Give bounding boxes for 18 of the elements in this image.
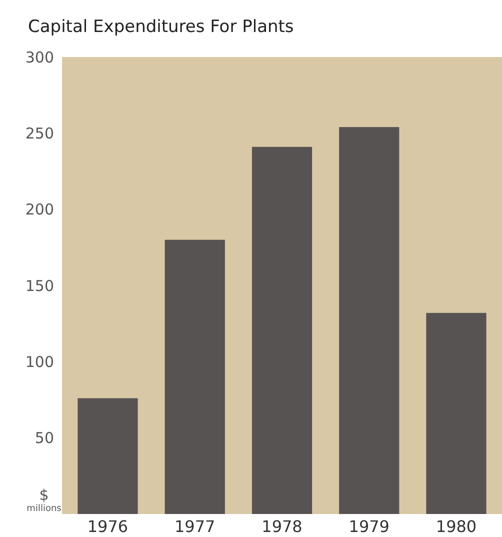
y-tick-label: 250 — [25, 124, 54, 142]
bar — [426, 312, 486, 514]
x-tick-label: 1979 — [348, 517, 390, 536]
bar — [339, 127, 400, 514]
y-tick-label: 300 — [25, 48, 54, 66]
bar — [78, 398, 138, 514]
x-tick-label: 1978 — [262, 517, 302, 536]
y-axis-title: $ millions — [26, 486, 62, 514]
x-tick-label: 1977 — [174, 517, 216, 536]
bar — [252, 146, 312, 514]
y-tick-label: 200 — [25, 200, 54, 219]
x-tick-label: 1976 — [87, 517, 128, 536]
chart-title: Capital Expenditures For Plants — [28, 17, 294, 37]
x-tick-label: 1980 — [436, 517, 477, 536]
y-tick-label: 100 — [25, 352, 54, 371]
y-tick-label: 150 — [25, 276, 54, 295]
bar — [164, 240, 225, 514]
y-tick-label: 50 — [34, 429, 54, 448]
